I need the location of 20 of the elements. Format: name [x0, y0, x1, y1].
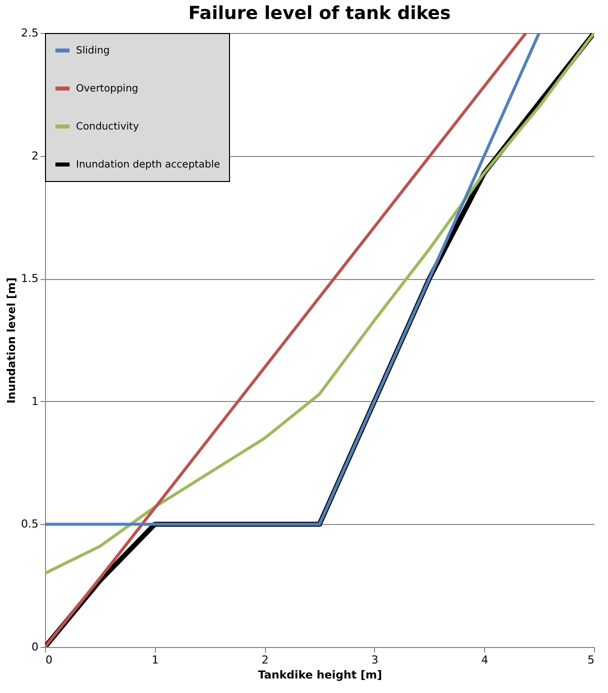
- x-tick-label: 5: [588, 654, 594, 666]
- legend-label: Conductivity: [76, 122, 139, 132]
- x-tick-label: 4: [481, 654, 488, 666]
- y-tick-label: 2.5: [21, 26, 38, 40]
- y-tick-label: 1.5: [21, 272, 38, 286]
- x-tick-label: 0: [46, 654, 52, 666]
- y-tick-label: 0.5: [21, 518, 38, 531]
- legend-label: Overtopping: [76, 84, 138, 94]
- legend-label: Inundation depth acceptable: [76, 160, 220, 170]
- y-tick-label: 1: [32, 394, 38, 408]
- x-tick-label: 2: [262, 654, 269, 666]
- chart-title: Failure level of tank dikes: [188, 3, 451, 24]
- x-tick-label: 1: [152, 654, 159, 666]
- y-axis-title: Inundation level [m]: [5, 277, 18, 404]
- x-axis-title: Tankdike height [m]: [258, 668, 382, 682]
- y-tick-label: 0: [32, 640, 38, 654]
- x-tick-label: 3: [371, 654, 378, 666]
- line-series: [45, 33, 541, 526]
- y-tick-label: 2: [32, 149, 38, 162]
- legend-label: Sliding: [76, 46, 110, 56]
